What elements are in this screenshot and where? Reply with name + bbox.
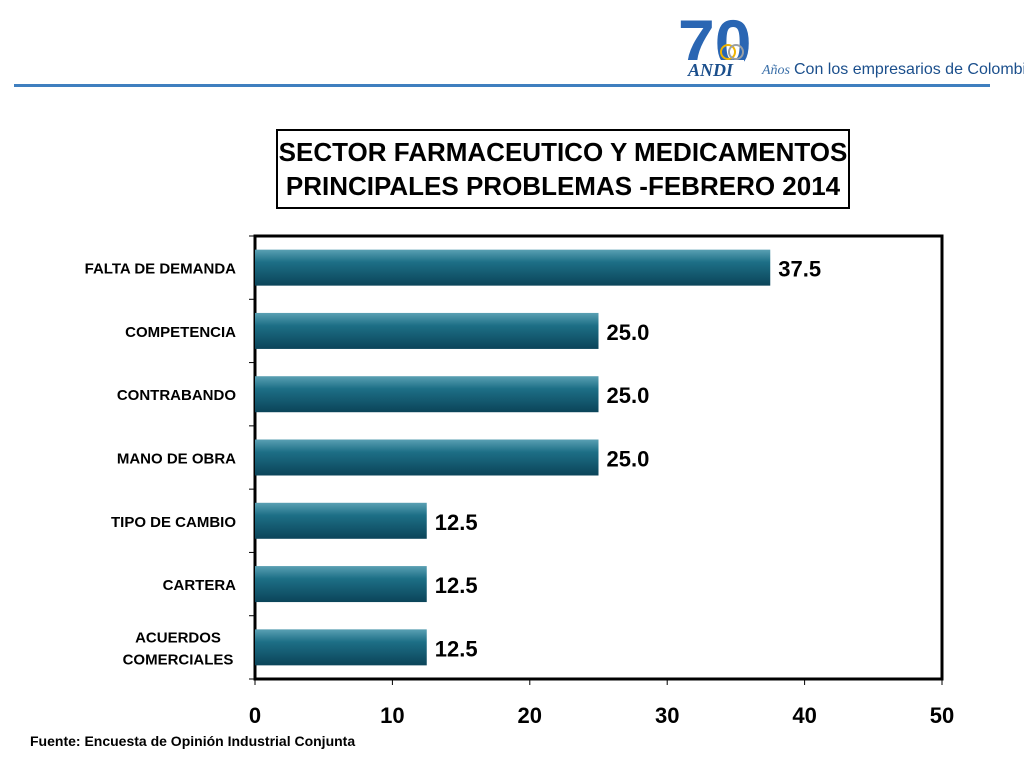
bar: [255, 249, 771, 286]
chart-title-box: SECTOR FARMACEUTICO Y MEDICAMENTOS PRINC…: [276, 129, 850, 209]
x-tick-label: 0: [249, 703, 261, 728]
logo-tagline: Años Con los empresarios de Colombia: [762, 61, 1024, 79]
bar: [255, 312, 599, 349]
andi-logo-mark: 70 ANDI: [678, 8, 751, 80]
x-tick-label: 10: [380, 703, 404, 728]
bar-value-label: 12.5: [435, 573, 478, 598]
bar: [255, 502, 427, 539]
bar-value-label: 25.0: [607, 447, 650, 472]
bar-value-label: 12.5: [435, 636, 478, 661]
category-label: CONTRABANDO: [117, 387, 236, 404]
bar: [255, 629, 427, 666]
chart-title-line-2: PRINCIPALES PROBLEMAS -FEBRERO 2014: [285, 171, 841, 201]
chart-title-line-1: SECTOR FARMACEUTICO Y MEDICAMENTOS: [278, 137, 848, 167]
category-label: FALTA DE DEMANDA: [85, 261, 237, 278]
category-label: ACUERDOS COMERCIALES: [123, 629, 234, 668]
bar-value-label: 25.0: [607, 320, 650, 345]
logo-tagline-text: Con los empresarios de Colombia: [794, 61, 1024, 78]
bar-value-label: 37.5: [778, 257, 821, 282]
bar: [255, 566, 427, 603]
andi-70-logo: 70 ANDI Años Con los empresarios de Colom…: [676, 8, 1024, 84]
category-label: TIPO DE CAMBIO: [111, 514, 236, 531]
x-tick-label: 50: [930, 703, 954, 728]
logo-andi-text: ANDI: [687, 60, 734, 80]
category-label: CARTERA: [163, 577, 236, 594]
logo-years-word: Años: [762, 63, 790, 78]
bar-value-label: 25.0: [607, 383, 650, 408]
source-note: Fuente: Encuesta de Opinión Industrial C…: [30, 733, 356, 749]
bar-value-label: 12.5: [435, 510, 478, 535]
category-label: MANO DE OBRA: [117, 451, 236, 468]
bar: [255, 439, 599, 476]
x-tick-label: 30: [655, 703, 679, 728]
header-rule: [14, 84, 990, 87]
bar: [255, 376, 599, 413]
category-label: COMPETENCIA: [125, 324, 236, 341]
x-tick-label: 20: [518, 703, 542, 728]
x-tick-label: 40: [792, 703, 816, 728]
